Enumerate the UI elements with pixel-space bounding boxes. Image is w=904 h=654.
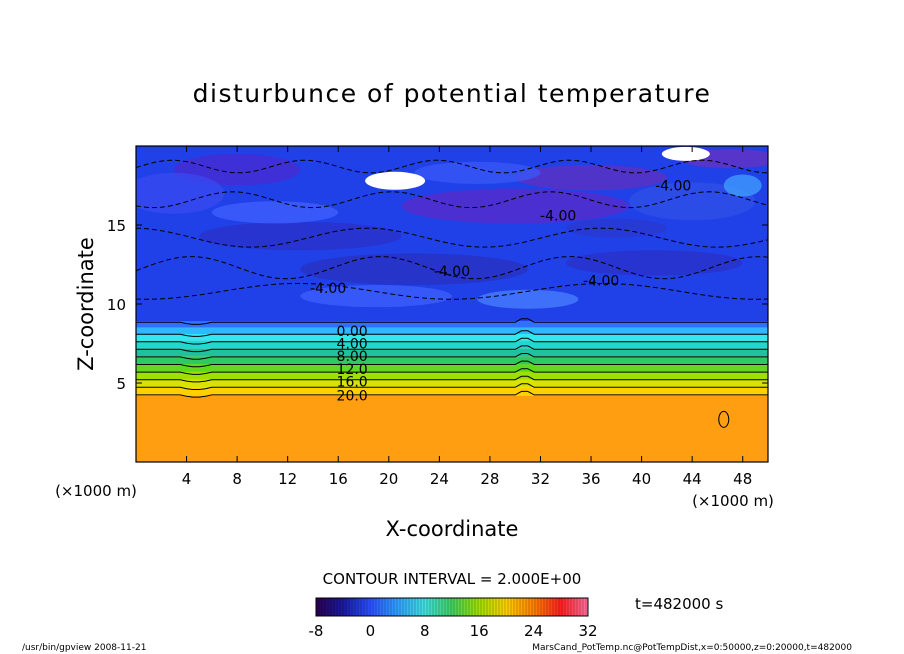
turbulence-patch (477, 289, 579, 309)
contour-label: -4.00 (540, 209, 576, 225)
field-layer (136, 334, 768, 341)
turbulence-patch (300, 285, 452, 308)
contour-line (136, 330, 768, 337)
time-text: t=482000 s (635, 595, 723, 613)
contour-line (136, 360, 768, 368)
x-tick-label: 40 (632, 470, 651, 488)
colorbar-ticks: -8 0 8 16 24 32 (309, 622, 598, 640)
contour-label: 0.00 (337, 324, 368, 340)
contour-line (136, 318, 768, 325)
field-layer (136, 340, 768, 349)
x-tick-label: 32 (531, 470, 550, 488)
field-layer (136, 327, 768, 335)
turbulence-patch (628, 182, 756, 221)
field-layer (136, 371, 768, 380)
contour-line (136, 337, 768, 345)
x-tick-label: 48 (733, 470, 752, 488)
turbulence-patch (414, 161, 541, 184)
x-tick-label: 8 (232, 470, 242, 488)
contour-line (136, 383, 768, 390)
negative-contour-line (136, 159, 768, 174)
field-layer (136, 379, 768, 388)
x-tick-label: 24 (430, 470, 449, 488)
colorbar-tick-label: 32 (578, 622, 597, 640)
colorbar-strip (315, 597, 589, 617)
contour-label: -4.00 (434, 264, 470, 280)
colorbar-tick-label: -8 (309, 622, 324, 640)
turbulence-patch (515, 164, 667, 191)
turbulence-patch (565, 250, 743, 276)
x-tick-label: 20 (379, 470, 398, 488)
white-patch (661, 146, 710, 161)
colorbar-segments (318, 598, 587, 616)
footer-right: MarsCand_PotTemp.nc@PotTempDist,x=0:5000… (532, 643, 852, 653)
white-patch (365, 171, 426, 190)
x-axis-unit: (×1000 m) (692, 492, 774, 510)
field-layer (136, 321, 768, 328)
x-tick-label: 36 (581, 470, 600, 488)
contour-line (136, 345, 768, 353)
colorbar-tick-label: 24 (524, 622, 543, 640)
z-axis-label: Z-coordinate (74, 237, 98, 371)
turbulence-patch (565, 218, 667, 238)
x-axis: 4 8 12 16 20 24 28 32 36 40 44 48 (182, 146, 752, 488)
turbulence-patch (136, 172, 225, 214)
contour-label: 4.00 (337, 337, 368, 353)
x-axis-label: X-coordinate (386, 517, 519, 541)
field-layer (136, 387, 768, 396)
contour-line (136, 375, 768, 383)
contour-label: 20.0 (337, 389, 368, 405)
turbulence-patch (211, 201, 339, 224)
contour-line (136, 353, 768, 360)
turbulence-patch (199, 221, 402, 251)
contour-line (136, 368, 768, 375)
z-axis: 5 10 15 (107, 217, 768, 393)
contour-lines (136, 159, 768, 398)
z-tick-label: 15 (107, 217, 126, 235)
small-contour-loop (718, 410, 730, 428)
negative-contour-line (136, 283, 768, 300)
contour-label: 16.0 (337, 374, 368, 390)
contour-label: 8.00 (337, 349, 368, 365)
contour-label: -4.00 (583, 273, 619, 289)
x-tick-label: 28 (480, 470, 499, 488)
colorbar-tick-label: 16 (470, 622, 489, 640)
colorbar: -8 0 8 16 24 32 (309, 597, 598, 640)
z-axis-unit: (×1000 m) (55, 482, 137, 500)
colorbar-tick-label: 8 (420, 622, 430, 640)
contour-label: -4.00 (310, 281, 346, 297)
contour-interval-text: CONTOUR INTERVAL = 2.000E+00 (323, 570, 582, 588)
contour-line (136, 390, 768, 398)
z-tick-label: 5 (116, 375, 126, 393)
negative-contour-line (136, 256, 768, 280)
negative-contour-line (136, 227, 768, 248)
x-tick-label: 44 (683, 470, 702, 488)
z-tick-label: 10 (107, 296, 126, 314)
field-layer (136, 395, 768, 462)
turbulence-patch (723, 174, 762, 197)
x-tick-label: 12 (278, 470, 297, 488)
negative-contour-line (136, 191, 768, 209)
chart-title: disturbunce of potential temperature (193, 79, 712, 108)
contour-label: -4.00 (655, 179, 691, 195)
field-layer (136, 364, 768, 372)
field-layer (136, 348, 768, 357)
turbulence-patch (401, 188, 629, 224)
footer-left: /usr/bin/gpview 2008-11-21 (22, 643, 146, 653)
colorbar-tick-label: 0 (366, 622, 376, 640)
contour-label: 12.0 (337, 362, 368, 378)
x-tick-label: 16 (329, 470, 348, 488)
field-layer (136, 356, 768, 365)
x-tick-label: 4 (182, 470, 192, 488)
turbulence-patch (300, 253, 528, 286)
